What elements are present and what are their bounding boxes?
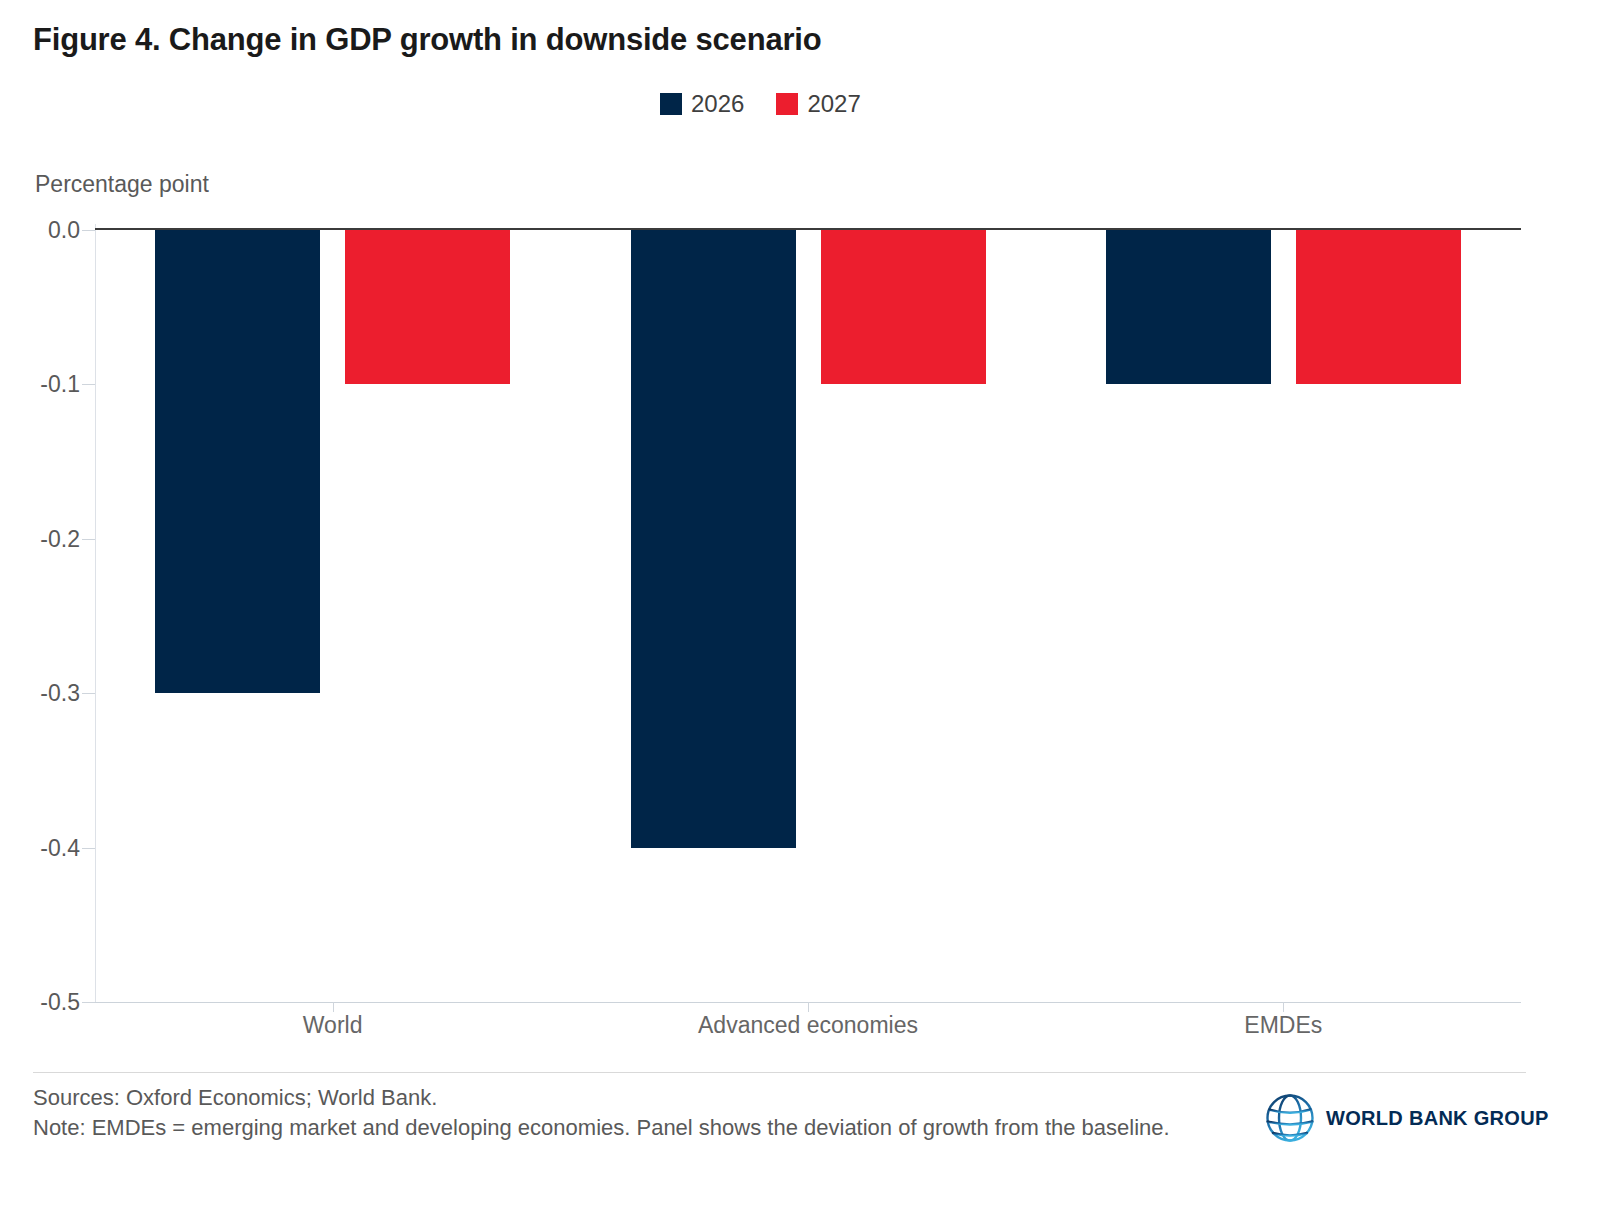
chart-legend: 2026 2027 xyxy=(660,90,861,118)
category-label-world: World xyxy=(183,1012,483,1039)
x-tick-mark xyxy=(333,1002,334,1012)
legend-swatch-2026 xyxy=(660,93,682,115)
bar-emdes-2027 xyxy=(1296,230,1461,384)
y-tick-mark xyxy=(82,230,95,231)
y-tick-mark xyxy=(82,1002,95,1003)
note-line: Note: EMDEs = emerging market and develo… xyxy=(33,1113,1173,1143)
legend-label: 2027 xyxy=(807,90,860,118)
category-label-emdes: EMDEs xyxy=(1133,1012,1433,1039)
y-tick-mark xyxy=(82,539,95,540)
y-tick-mark xyxy=(82,693,95,694)
bar-advanced-economies-2027 xyxy=(821,230,986,384)
figure-title: Figure 4. Change in GDP growth in downsi… xyxy=(33,22,821,58)
zero-baseline xyxy=(95,228,1521,230)
legend-swatch-2027 xyxy=(776,93,798,115)
y-axis-title: Percentage point xyxy=(35,171,209,198)
footer-divider xyxy=(33,1072,1526,1073)
world-bank-wordmark: WORLD BANK GROUP xyxy=(1326,1107,1549,1130)
y-axis-line xyxy=(95,224,96,1002)
bar-advanced-economies-2026 xyxy=(631,230,796,848)
y-tick-mark xyxy=(82,384,95,385)
bar-world-2026 xyxy=(155,230,320,693)
bar-world-2027 xyxy=(345,230,510,384)
world-bank-globe-icon xyxy=(1264,1092,1316,1144)
category-label-advanced-economies: Advanced economies xyxy=(658,1012,958,1039)
y-tick-label: -0.3 xyxy=(10,680,80,707)
figure-page: { "title": "Figure 4. Change in GDP grow… xyxy=(0,0,1609,1205)
sources-line: Sources: Oxford Economics; World Bank. xyxy=(33,1083,1173,1113)
x-tick-mark xyxy=(808,1002,809,1012)
legend-label: 2026 xyxy=(691,90,744,118)
x-tick-mark xyxy=(1283,1002,1284,1012)
y-tick-label: -0.5 xyxy=(10,989,80,1016)
y-tick-label: -0.4 xyxy=(10,834,80,861)
legend-item-2027: 2027 xyxy=(776,90,860,118)
bar-emdes-2026 xyxy=(1106,230,1271,384)
y-tick-label: 0.0 xyxy=(10,217,80,244)
world-bank-logo: WORLD BANK GROUP xyxy=(1264,1092,1549,1144)
y-tick-label: -0.2 xyxy=(10,525,80,552)
y-tick-mark xyxy=(82,848,95,849)
y-tick-label: -0.1 xyxy=(10,371,80,398)
footer-notes: Sources: Oxford Economics; World Bank. N… xyxy=(33,1083,1173,1143)
legend-item-2026: 2026 xyxy=(660,90,744,118)
